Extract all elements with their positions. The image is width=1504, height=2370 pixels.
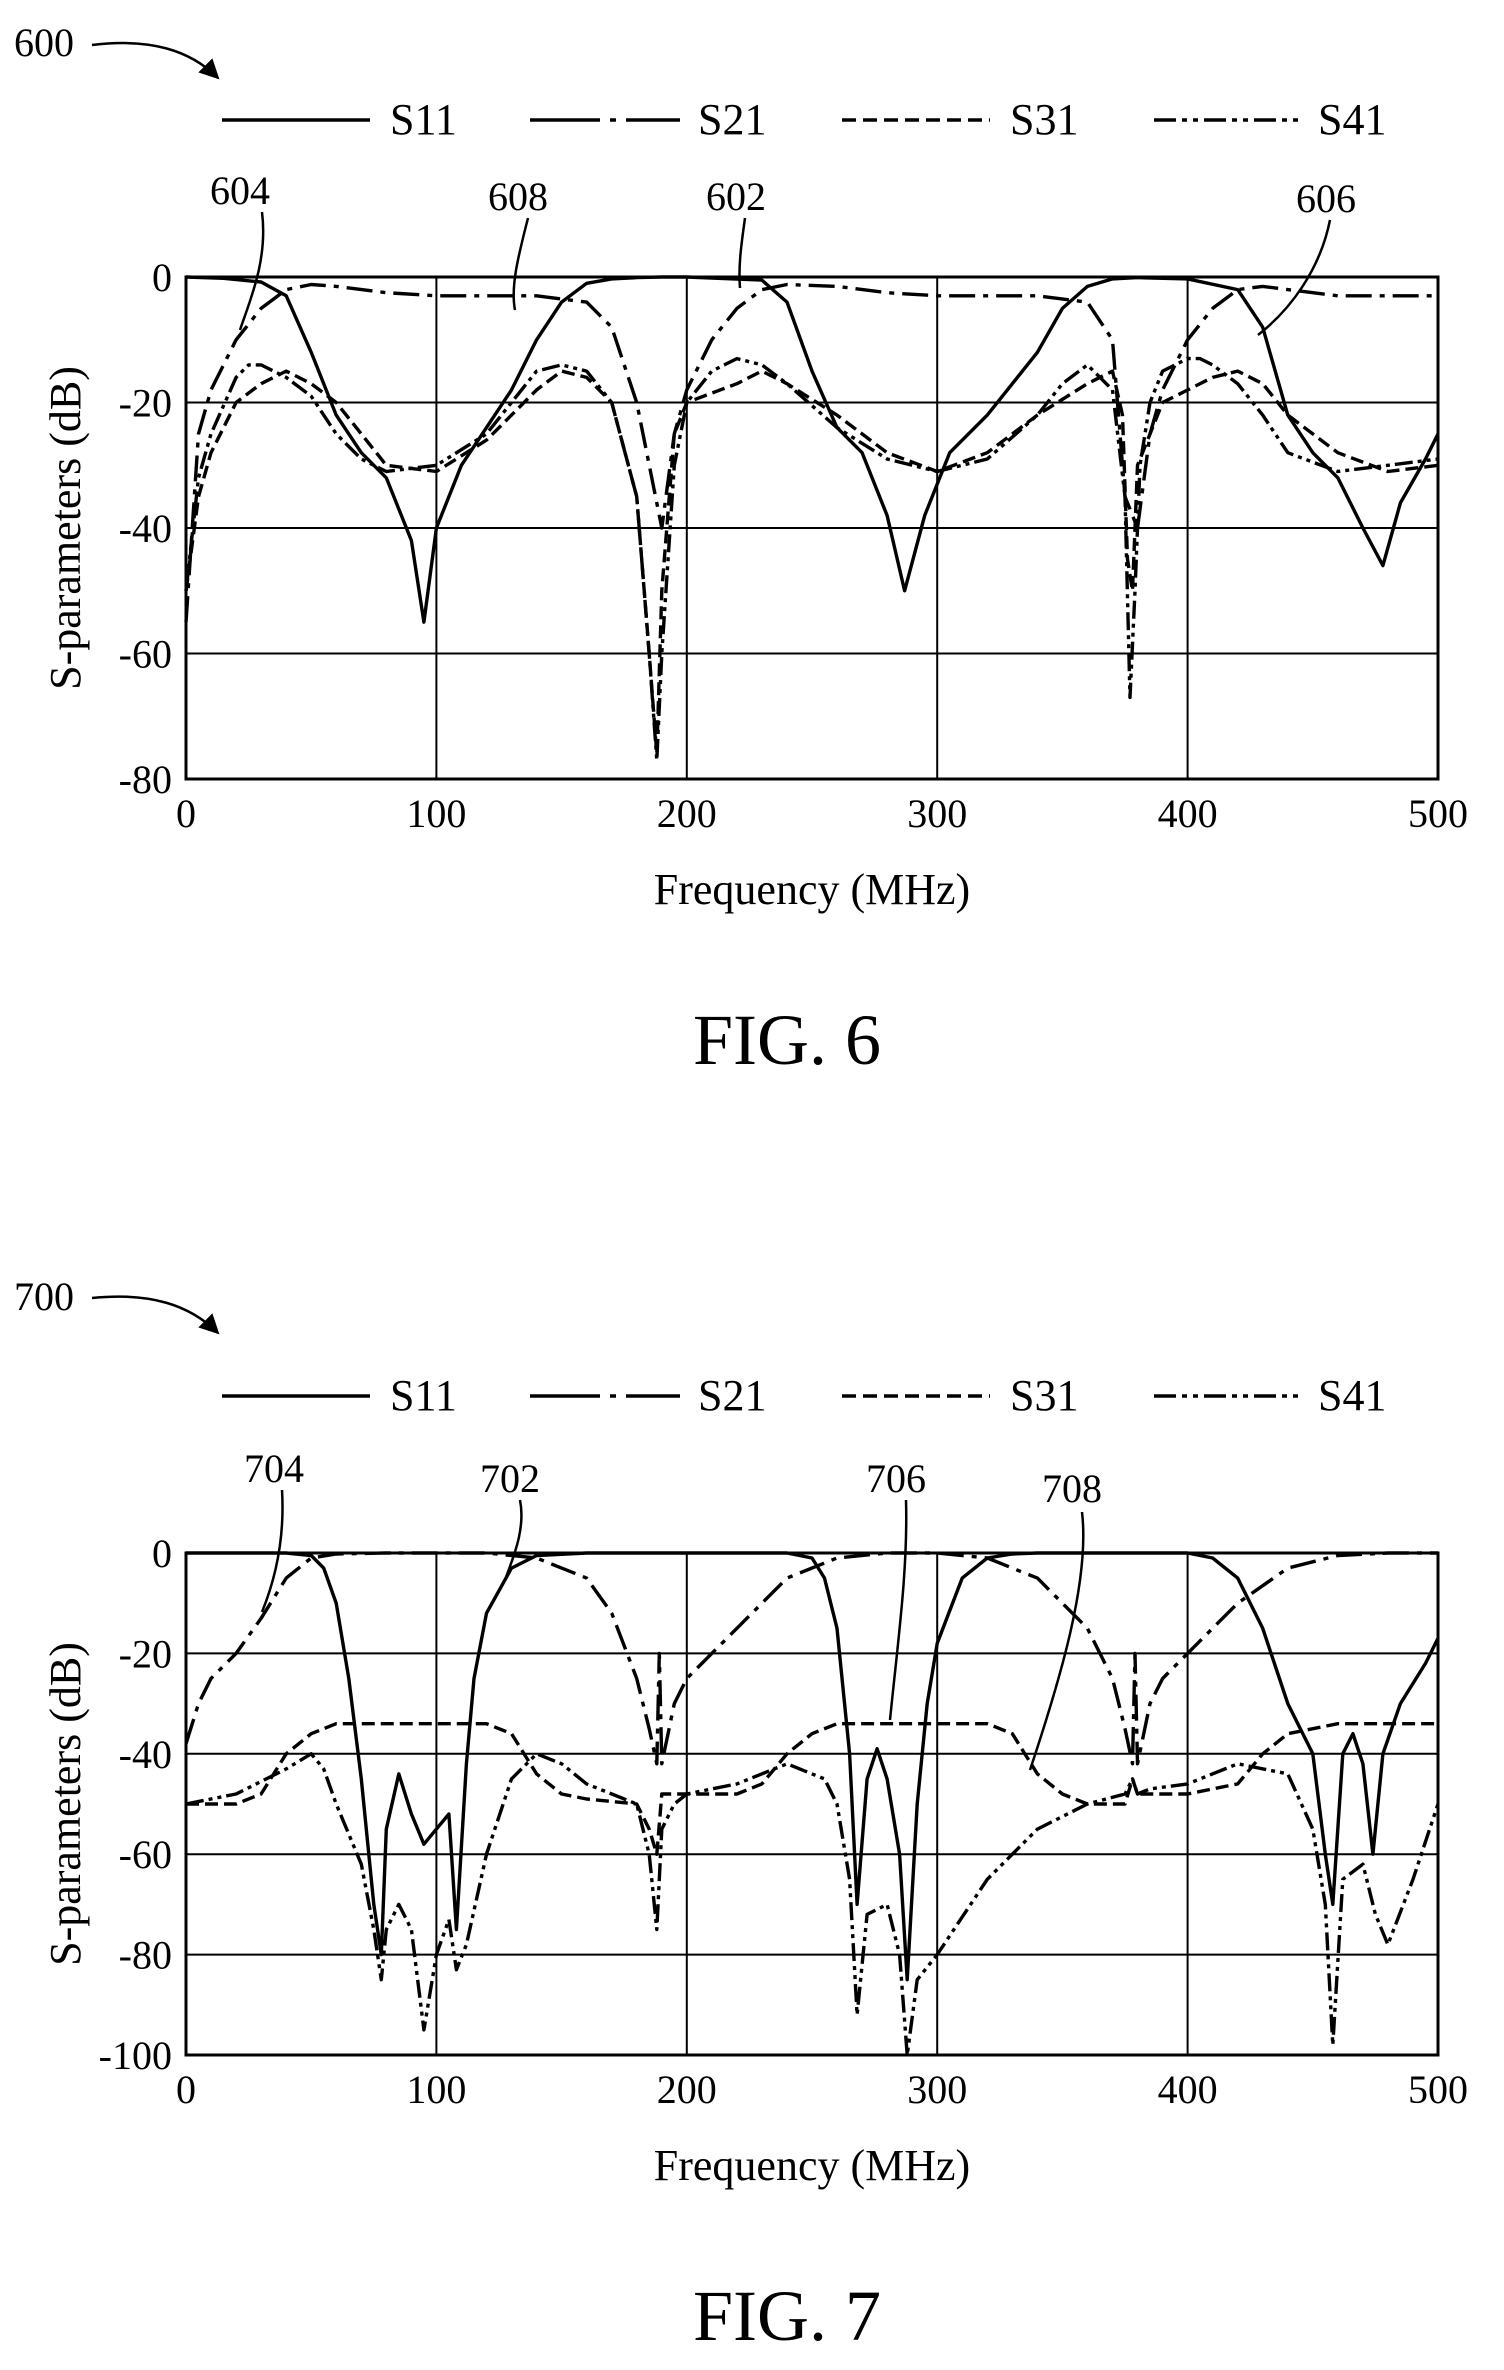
fig7-ref-label: 700 xyxy=(14,1274,74,1319)
fig7-y-axis-label: S-parameters (dB) xyxy=(41,1642,90,1966)
fig6-y-ticks: 0 -20 -40 -60 -80 xyxy=(119,255,172,802)
callout-702: 702 xyxy=(480,1456,540,1501)
callout-704-leader xyxy=(260,1489,284,1613)
x-tick-label: 200 xyxy=(657,791,717,836)
callout-602-leader xyxy=(738,217,747,289)
legend-label-s41: S41 xyxy=(1318,1371,1386,1420)
y-tick-label: -20 xyxy=(119,1631,172,1676)
fig6-plot-frame xyxy=(184,275,1440,781)
series-line-s21 xyxy=(184,282,1438,623)
figure-7: 700 S11 S21 S31 S41 704 702 706 708 0 100… xyxy=(14,1274,1468,2356)
fig7-gridlines xyxy=(186,1553,1438,2055)
legend-label-s21: S21 xyxy=(698,1371,766,1420)
y-tick-label: -80 xyxy=(119,757,172,802)
callout-608: 608 xyxy=(488,174,548,219)
x-tick-label: 500 xyxy=(1408,2067,1468,2112)
series-line-s31 xyxy=(186,1722,1438,1856)
callout-608-leader xyxy=(512,217,530,311)
fig6-curves xyxy=(184,275,1440,762)
y-tick-label: -60 xyxy=(119,1832,172,1877)
y-tick-label: -40 xyxy=(119,1732,172,1777)
callout-708-leader xyxy=(1028,1511,1085,1771)
y-tick-label: 0 xyxy=(152,1531,172,1576)
callout-704: 704 xyxy=(244,1446,304,1491)
x-tick-label: 100 xyxy=(406,791,466,836)
fig6-x-ticks: 0 100 200 300 400 500 xyxy=(176,791,1468,836)
series-line-s31 xyxy=(184,369,1439,756)
x-tick-label: 300 xyxy=(907,791,967,836)
y-tick-label: -60 xyxy=(119,632,172,677)
x-tick-label: 200 xyxy=(657,2067,717,2112)
callout-708: 708 xyxy=(1042,1466,1102,1511)
callout-606-leader xyxy=(1257,219,1332,336)
y-tick-label: -40 xyxy=(119,506,172,551)
callout-604: 604 xyxy=(210,168,270,213)
legend-label-s11: S11 xyxy=(390,1371,457,1420)
callout-606: 606 xyxy=(1296,176,1356,221)
fig7-plot-frame xyxy=(184,1551,1440,2057)
x-tick-label: 0 xyxy=(176,791,196,836)
fig6-ref-label: 600 xyxy=(14,20,74,65)
series-line-s41 xyxy=(185,1752,1440,2057)
x-tick-label: 500 xyxy=(1408,791,1468,836)
x-tick-label: 100 xyxy=(406,2067,466,2112)
fig7-x-ticks: 0 100 200 300 400 500 xyxy=(176,2067,1468,2112)
series-line-s21 xyxy=(184,1551,1438,1766)
fig6-legend: S11 S21 S31 S41 xyxy=(222,95,1386,144)
legend-label-s21: S21 xyxy=(698,95,766,144)
series-line-s11 xyxy=(185,275,1440,624)
callout-602: 602 xyxy=(706,174,766,219)
x-tick-label: 400 xyxy=(1158,791,1218,836)
legend-label-s31: S31 xyxy=(1010,1371,1078,1420)
fig7-curves xyxy=(184,1551,1440,2057)
series-line-s41 xyxy=(184,356,1439,762)
legend-label-s11: S11 xyxy=(390,95,457,144)
series-line-s11 xyxy=(186,1551,1440,1982)
y-tick-label: -80 xyxy=(119,1933,172,1978)
fig7-plot: 0 100 200 300 400 500 0 -20 -40 -60 -80 -100 xyxy=(99,1531,1468,2112)
fig7-caption: FIG. 7 xyxy=(693,2276,881,2356)
fig6-plot: 0 100 200 300 400 500 0 -20 -40 -60 -80 xyxy=(119,255,1468,836)
legend-label-s41: S41 xyxy=(1318,95,1386,144)
fig6-y-axis-label: S-parameters (dB) xyxy=(41,366,90,690)
fig6-gridlines xyxy=(186,277,1438,779)
x-tick-label: 400 xyxy=(1158,2067,1218,2112)
fig7-x-axis-label: Frequency (MHz) xyxy=(654,2141,970,2190)
fig7-ref-arrow xyxy=(91,1295,220,1335)
y-tick-label: -100 xyxy=(99,2033,172,2078)
figure-6: 600 S11 S21 S31 S41 604 608 602 606 0 100… xyxy=(14,20,1468,1080)
x-tick-label: 0 xyxy=(176,2067,196,2112)
y-tick-label: -20 xyxy=(119,381,172,426)
callout-706-leader xyxy=(888,1499,908,1721)
y-tick-label: 0 xyxy=(152,255,172,300)
fig6-caption: FIG. 6 xyxy=(693,1000,881,1080)
fig7-legend: S11 S21 S31 S41 xyxy=(222,1371,1386,1420)
legend-label-s31: S31 xyxy=(1010,95,1078,144)
fig6-x-axis-label: Frequency (MHz) xyxy=(654,865,970,914)
callout-706: 706 xyxy=(866,1456,926,1501)
callout-604-leader xyxy=(238,211,265,331)
fig6-ref-arrow xyxy=(91,41,220,80)
x-tick-label: 300 xyxy=(907,2067,967,2112)
fig7-y-ticks: 0 -20 -40 -60 -80 -100 xyxy=(99,1531,172,2078)
